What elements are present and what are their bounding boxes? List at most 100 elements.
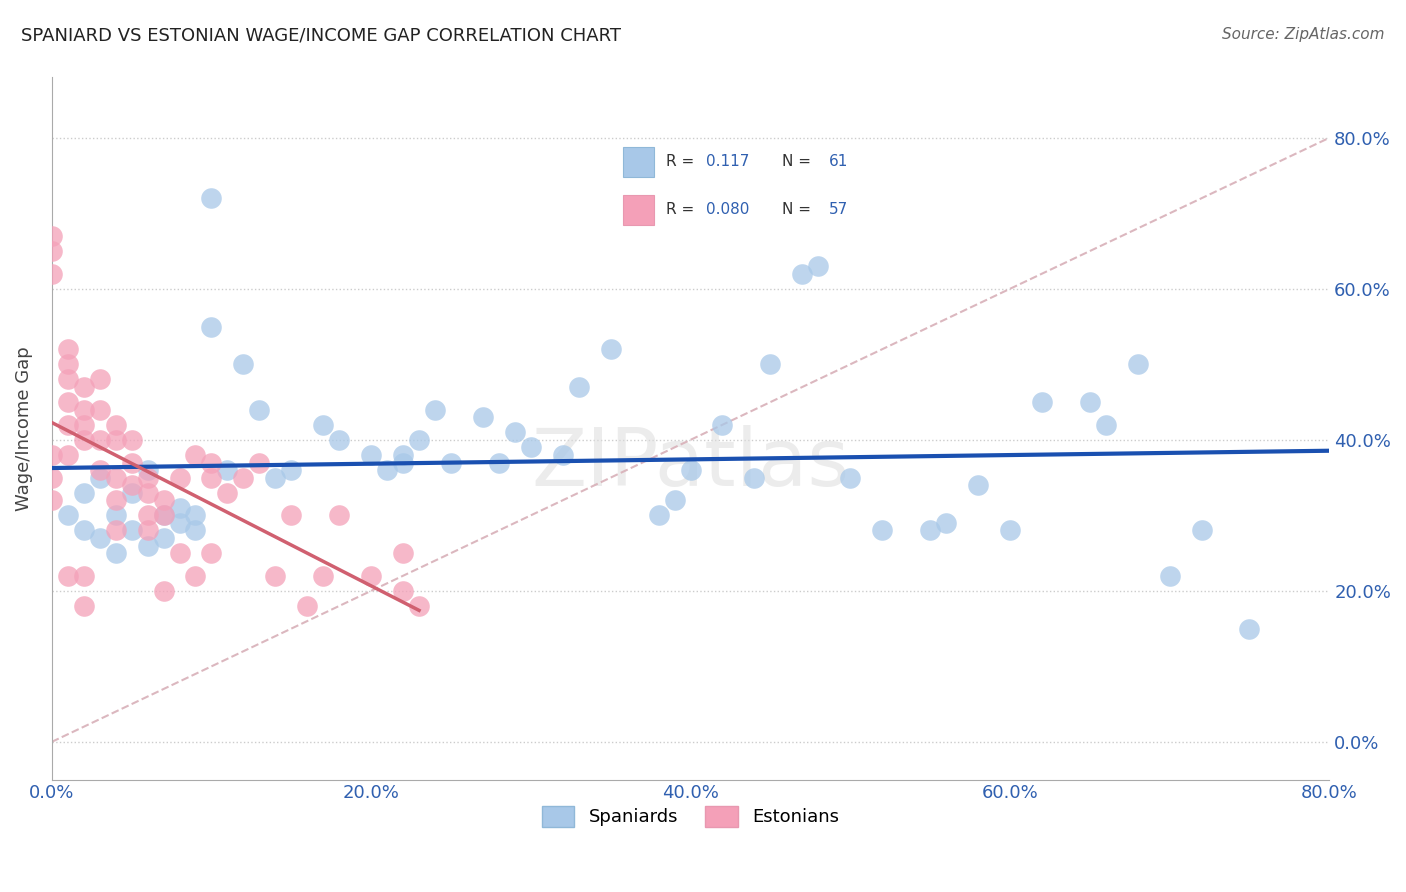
Point [935,516,957,530]
Point [807,259,830,273]
Point [89,531,111,545]
Point [217,463,239,477]
Point [184,524,207,538]
Point [998,524,1021,538]
Point [200,191,222,205]
Point [440,456,463,470]
Point [136,485,159,500]
Point [839,470,862,484]
Point [89,372,111,386]
Point [744,470,766,484]
Point [89,470,111,484]
Point [200,456,222,470]
Point [551,448,574,462]
Point [967,478,990,492]
Point [375,463,398,477]
Point [599,343,621,357]
Legend: Spaniards, Estonians: Spaniards, Estonians [534,798,846,834]
Point [200,319,222,334]
Point [312,417,335,432]
Point [1078,395,1101,409]
Point [56,372,79,386]
Point [56,395,79,409]
Point [89,433,111,447]
Point [232,357,254,371]
Point [73,417,96,432]
Point [328,508,350,523]
Point [918,524,941,538]
Point [297,599,319,613]
Point [200,470,222,484]
Point [392,456,415,470]
Point [56,357,79,371]
Point [232,470,254,484]
Point [423,402,446,417]
Point [184,568,207,582]
Point [1191,524,1213,538]
Point [104,417,127,432]
Point [503,425,526,440]
Point [408,433,430,447]
Point [200,546,222,560]
Point [408,599,430,613]
Point [679,463,702,477]
Point [169,470,191,484]
Text: Source: ZipAtlas.com: Source: ZipAtlas.com [1222,27,1385,42]
Point [121,478,143,492]
Point [41,244,63,258]
Point [136,524,159,538]
Point [136,508,159,523]
Point [1031,395,1053,409]
Point [392,448,415,462]
Point [711,417,734,432]
Point [792,267,814,281]
Point [471,410,494,425]
Point [568,380,591,394]
Point [136,463,159,477]
Point [41,493,63,508]
Point [217,485,239,500]
Point [870,524,893,538]
Point [647,508,669,523]
Text: SPANIARD VS ESTONIAN WAGE/INCOME GAP CORRELATION CHART: SPANIARD VS ESTONIAN WAGE/INCOME GAP COR… [21,27,621,45]
Point [152,583,174,598]
Point [280,463,302,477]
Point [247,402,270,417]
Point [41,229,63,244]
Point [104,524,127,538]
Point [121,485,143,500]
Point [121,456,143,470]
Point [73,402,96,417]
Point [392,583,415,598]
Point [664,493,686,508]
Point [104,493,127,508]
Point [360,448,382,462]
Point [73,524,96,538]
Point [56,448,79,462]
Point [169,546,191,560]
Point [1239,622,1261,636]
Point [73,380,96,394]
Point [392,546,415,560]
Point [73,485,96,500]
Point [104,508,127,523]
Point [152,508,174,523]
Point [184,448,207,462]
Point [104,546,127,560]
Point [41,267,63,281]
Point [73,433,96,447]
Point [328,433,350,447]
Point [1126,357,1149,371]
Point [280,508,302,523]
Point [56,417,79,432]
Point [104,433,127,447]
Point [169,500,191,515]
Point [73,568,96,582]
Point [41,448,63,462]
Point [247,456,270,470]
Point [89,463,111,477]
Point [152,493,174,508]
Point [121,524,143,538]
Point [312,568,335,582]
Point [169,516,191,530]
